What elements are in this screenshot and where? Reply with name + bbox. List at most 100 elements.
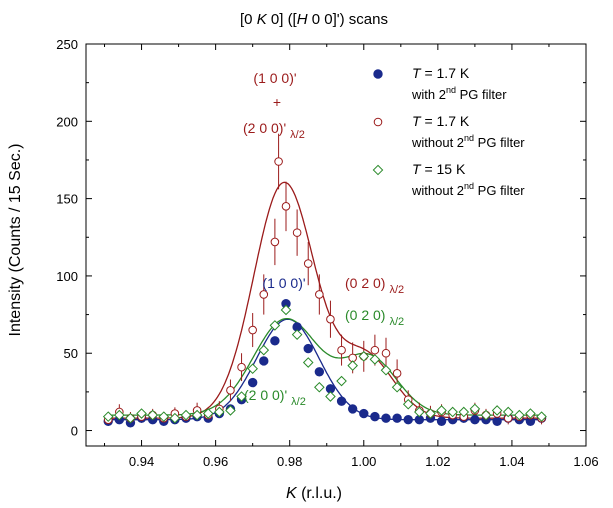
data-point — [480, 409, 492, 421]
data-point — [325, 391, 336, 402]
data-point — [391, 381, 403, 393]
data-point — [314, 381, 325, 393]
plot-frame — [85, 43, 587, 447]
x-tick-label: 1.06 — [573, 454, 598, 469]
data-point — [270, 237, 280, 247]
data-point — [370, 345, 380, 355]
data-point — [447, 406, 458, 418]
data-point — [258, 344, 270, 356]
data-point — [315, 290, 324, 299]
data-point — [169, 412, 181, 424]
data-point — [248, 325, 257, 335]
data-point — [414, 406, 425, 418]
y-tick-label: 150 — [56, 192, 78, 207]
data-point — [303, 343, 313, 354]
legend: T = 1.7 K with 2nd PG filter T = 1.7 K with… — [372, 65, 525, 198]
data-point — [359, 408, 369, 419]
legend-marker — [373, 117, 383, 127]
x-axis-label: K (r.l.u.) — [286, 485, 342, 502]
data-point — [370, 411, 380, 422]
data-points — [102, 157, 547, 428]
data-point — [314, 367, 325, 377]
data-point — [336, 375, 347, 387]
legend-label-line2: with 2nd PG filter — [411, 85, 507, 102]
data-point — [347, 360, 358, 371]
x-tick-label: 0.98 — [277, 454, 302, 469]
fit-curves — [108, 181, 546, 421]
data-point — [470, 415, 480, 425]
x-tick-label: 1.00 — [351, 454, 376, 469]
peak-annotation: (2 0 0)' λ/2 — [244, 387, 306, 408]
data-point — [425, 408, 436, 419]
y-tick-label: 50 — [64, 346, 78, 361]
x-tick-label: 1.02 — [425, 454, 450, 469]
data-point — [247, 363, 258, 374]
peak-annotation: + — [273, 94, 281, 110]
y-tick-label: 0 — [71, 424, 78, 439]
plot-axes — [85, 43, 587, 447]
x-tick-label: 1.04 — [499, 454, 524, 469]
y-tick-label: 200 — [56, 114, 78, 129]
data-point — [226, 386, 235, 395]
data-point — [458, 406, 470, 418]
data-point — [326, 314, 335, 324]
legend-label: T = 15 K — [412, 161, 466, 177]
y-tick-label: 250 — [56, 37, 78, 52]
data-point — [502, 406, 514, 418]
data-point — [236, 391, 247, 402]
peak-annotation: (0 2 0) λ/2 — [345, 307, 404, 328]
legend-label-line2: without 2nd PG filter — [411, 181, 525, 198]
data-point — [436, 405, 447, 416]
x-tick-label: 0.96 — [203, 454, 228, 469]
data-point — [291, 329, 303, 340]
data-point — [337, 345, 346, 355]
data-point — [525, 408, 536, 419]
data-point — [380, 364, 392, 376]
data-point — [402, 398, 414, 410]
data-point — [247, 377, 258, 388]
legend-marker — [373, 69, 383, 79]
data-point — [514, 409, 525, 421]
data-point — [225, 405, 236, 416]
peak-annotations: (1 0 0)' + (2 0 0)' λ/2 (1 0 0)' (0 2 0) λ/2 (0… — [243, 70, 404, 408]
legend-label-line2: without 2nd PG filter — [411, 133, 525, 150]
data-point — [136, 408, 147, 419]
data-point — [259, 356, 269, 366]
chart-title: [0 K 0] ([H 0 0]') scans — [240, 11, 388, 28]
data-point — [274, 157, 283, 166]
data-point — [469, 403, 481, 415]
data-point — [303, 259, 313, 268]
fit-line — [108, 318, 546, 421]
legend-label: T = 1.7 K — [412, 65, 470, 81]
error-bars — [107, 133, 543, 426]
data-point — [259, 290, 269, 299]
peak-annotation: (0 2 0) λ/2 — [345, 275, 404, 296]
data-point — [381, 413, 391, 423]
data-point — [191, 409, 203, 421]
data-point — [281, 202, 291, 211]
data-point — [491, 405, 503, 416]
data-point — [102, 411, 114, 422]
data-point — [536, 411, 547, 422]
data-point — [125, 412, 136, 424]
data-point — [336, 396, 347, 406]
data-point — [270, 336, 280, 346]
fit-line — [108, 181, 546, 419]
data-point — [403, 415, 413, 425]
data-point — [436, 416, 447, 426]
data-point — [392, 413, 402, 423]
data-point — [214, 406, 225, 418]
peak-annotation: (1 0 0)' — [253, 70, 296, 86]
fit-line — [108, 317, 546, 416]
data-point — [237, 362, 246, 372]
data-point — [358, 351, 370, 362]
peak-annotation: (1 0 0)' — [262, 275, 305, 291]
legend-marker — [372, 164, 384, 176]
data-point — [292, 228, 302, 237]
data-point — [302, 357, 314, 368]
data-point — [392, 369, 402, 378]
legend-label: T = 1.7 K — [412, 113, 470, 129]
data-point — [180, 409, 192, 421]
x-tick-label: 0.94 — [129, 454, 154, 469]
